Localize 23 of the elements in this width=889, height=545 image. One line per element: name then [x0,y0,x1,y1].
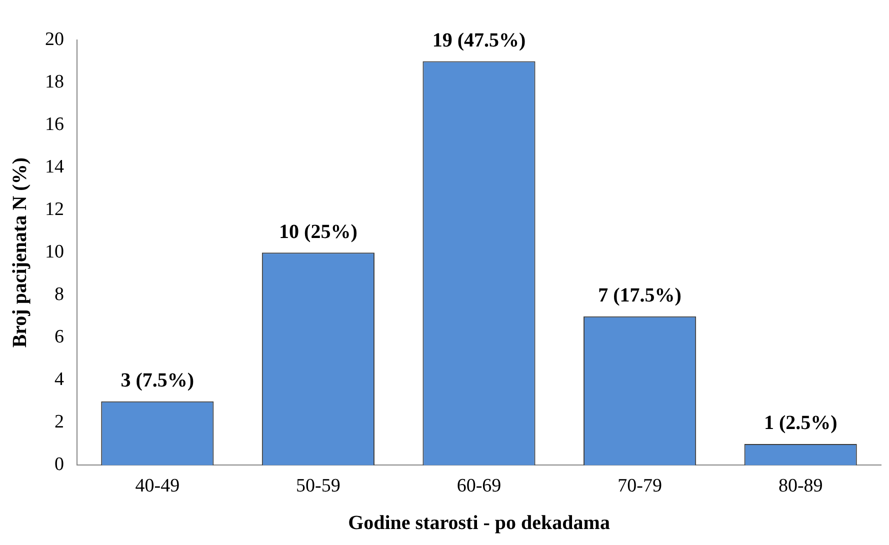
y-tick-label: 4 [54,369,64,390]
x-axis-title: Godine starosti - po dekadama [348,512,610,534]
data-label: 1 (2.5%) [764,412,838,434]
y-tick-label: 18 [45,72,64,93]
y-tick-label: 14 [45,156,64,178]
y-tick-label: 12 [45,199,64,220]
y-tick-label: 10 [45,242,64,263]
x-tick-label: 40-49 [135,476,180,497]
y-tick-label: 8 [54,284,64,306]
y-tick-label: 0 [54,454,64,476]
data-label: 3 (7.5%) [120,370,194,392]
y-tick-label: 6 [54,326,64,348]
data-label: 10 (25%) [279,220,358,243]
y-axis-title: Broj pacijenata N (%) [9,158,32,348]
x-tick-label: 80-89 [778,476,823,497]
data-label: 19 (47.5%) [432,29,526,52]
x-tick-label: 50-59 [296,476,340,497]
x-tick-label: 60-69 [456,476,502,497]
y-tick-label: 2 [54,412,64,433]
data-label: 7 (17.5%) [598,284,682,307]
y-tick-label: 20 [45,28,64,50]
y-tick-label: 16 [45,114,64,136]
x-tick-label: 70-79 [618,476,662,497]
